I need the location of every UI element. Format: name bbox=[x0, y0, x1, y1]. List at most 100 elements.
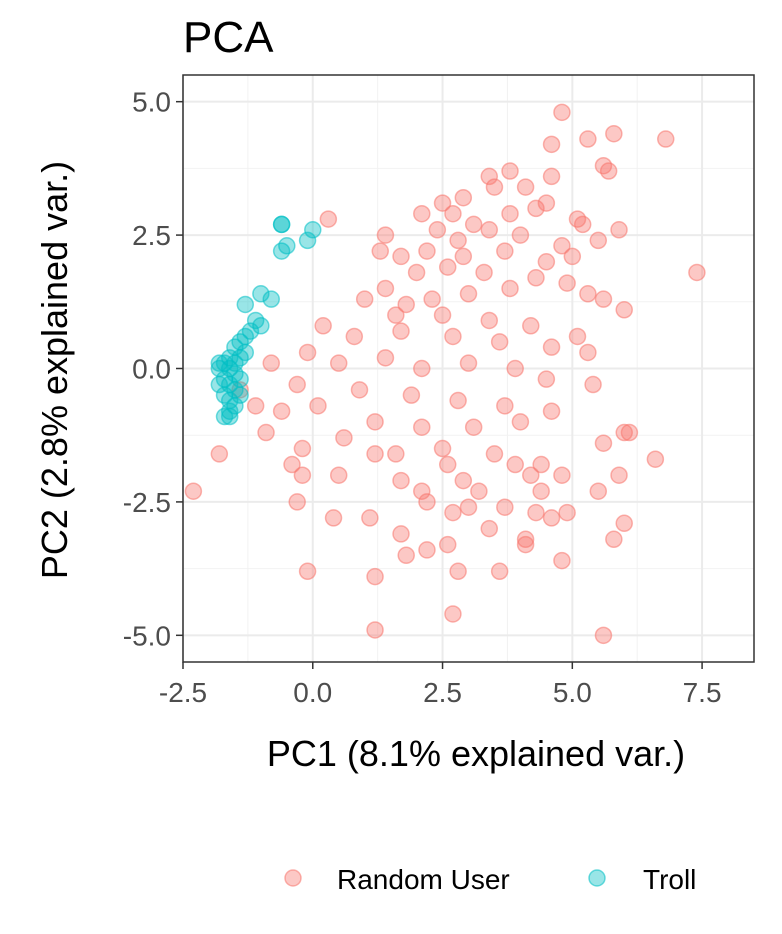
point-random-user bbox=[610, 466, 628, 484]
point-random-user bbox=[605, 124, 623, 143]
point-random-user bbox=[542, 167, 561, 186]
point-random-user bbox=[516, 178, 535, 196]
y-tick-label: 2.5 bbox=[132, 220, 171, 251]
x-tick-label: 2.5 bbox=[423, 677, 462, 708]
point-random-user bbox=[454, 188, 473, 207]
point-random-user bbox=[480, 519, 499, 538]
point-random-user bbox=[657, 130, 675, 148]
x-tick-label: 0.0 bbox=[293, 677, 332, 708]
point-random-user bbox=[480, 221, 499, 239]
point-random-user bbox=[537, 253, 556, 271]
point-random-user bbox=[485, 178, 504, 196]
point-random-user bbox=[542, 509, 561, 527]
point-random-user bbox=[418, 541, 436, 559]
point-random-user bbox=[496, 397, 514, 415]
point-random-user bbox=[537, 194, 556, 212]
point-random-user bbox=[246, 397, 265, 415]
point-random-user bbox=[553, 103, 571, 122]
point-troll bbox=[298, 231, 317, 250]
point-random-user bbox=[438, 535, 457, 554]
point-random-user bbox=[288, 375, 306, 394]
point-random-user bbox=[537, 370, 556, 388]
point-random-user bbox=[350, 381, 369, 399]
point-random-user bbox=[532, 455, 550, 474]
point-random-user bbox=[335, 429, 353, 447]
point-random-user bbox=[558, 503, 576, 522]
point-random-user bbox=[407, 263, 426, 282]
point-random-user bbox=[480, 167, 499, 186]
point-random-user bbox=[397, 295, 415, 314]
point-random-user bbox=[459, 354, 478, 372]
point-random-user bbox=[511, 226, 530, 244]
point-random-user bbox=[579, 343, 597, 362]
point-random-user bbox=[496, 242, 514, 260]
point-random-user bbox=[355, 290, 374, 308]
point-random-user bbox=[501, 279, 519, 298]
point-random-user bbox=[392, 322, 410, 340]
point-random-user bbox=[387, 445, 405, 463]
point-random-user bbox=[454, 471, 473, 490]
point-random-user bbox=[444, 605, 462, 623]
point-random-user bbox=[522, 317, 540, 335]
point-troll bbox=[236, 295, 255, 314]
point-random-user bbox=[579, 285, 597, 303]
point-random-user bbox=[366, 445, 384, 463]
point-random-user bbox=[516, 535, 535, 554]
y-tick-label: 0.0 bbox=[132, 354, 171, 385]
point-random-user bbox=[485, 445, 504, 463]
point-random-user bbox=[480, 311, 499, 330]
point-random-user bbox=[433, 439, 452, 458]
point-random-user bbox=[542, 402, 561, 420]
point-random-user bbox=[615, 514, 633, 533]
point-random-user bbox=[387, 306, 405, 324]
point-random-user bbox=[293, 466, 312, 484]
point-random-user bbox=[501, 204, 519, 223]
point-random-user bbox=[579, 130, 597, 148]
point-troll bbox=[304, 221, 322, 239]
point-random-user bbox=[418, 493, 436, 511]
point-random-user bbox=[532, 482, 550, 500]
point-random-user bbox=[418, 242, 436, 260]
x-tick-label: 5.0 bbox=[553, 677, 592, 708]
point-troll bbox=[252, 285, 270, 303]
point-random-user bbox=[210, 445, 229, 463]
point-random-user bbox=[433, 194, 452, 212]
point-random-user bbox=[542, 135, 561, 154]
x-tick-label: 7.5 bbox=[683, 677, 722, 708]
point-random-user bbox=[309, 397, 327, 415]
legend-label-troll: Troll bbox=[643, 864, 696, 895]
point-random-user bbox=[433, 306, 452, 324]
point-random-user bbox=[361, 509, 379, 527]
point-random-user bbox=[397, 546, 415, 565]
point-random-user bbox=[392, 247, 410, 266]
point-random-user bbox=[594, 626, 613, 645]
point-troll bbox=[215, 407, 234, 426]
point-random-user bbox=[501, 162, 519, 180]
point-random-user bbox=[293, 439, 312, 458]
point-random-user bbox=[646, 450, 665, 468]
point-random-user bbox=[516, 530, 535, 549]
point-random-user bbox=[438, 455, 457, 474]
point-random-user bbox=[527, 503, 545, 522]
x-tick-label: -2.5 bbox=[159, 677, 207, 708]
point-troll bbox=[262, 290, 280, 308]
point-random-user bbox=[371, 242, 390, 260]
point-random-user bbox=[329, 354, 348, 372]
point-random-user bbox=[444, 204, 462, 223]
point-random-user bbox=[464, 215, 483, 234]
point-random-user bbox=[506, 359, 524, 378]
point-random-user bbox=[262, 354, 280, 372]
y-tick-label: -2.5 bbox=[123, 487, 171, 518]
point-troll bbox=[231, 386, 249, 404]
point-troll bbox=[220, 407, 239, 426]
point-random-user bbox=[459, 285, 478, 303]
point-random-user bbox=[413, 204, 431, 223]
point-random-user bbox=[449, 391, 467, 410]
point-random-user bbox=[324, 509, 343, 527]
point-random-user bbox=[610, 221, 628, 239]
point-random-user bbox=[402, 386, 421, 404]
point-troll bbox=[272, 242, 291, 260]
point-random-user bbox=[329, 466, 348, 484]
point-random-user bbox=[615, 423, 633, 442]
